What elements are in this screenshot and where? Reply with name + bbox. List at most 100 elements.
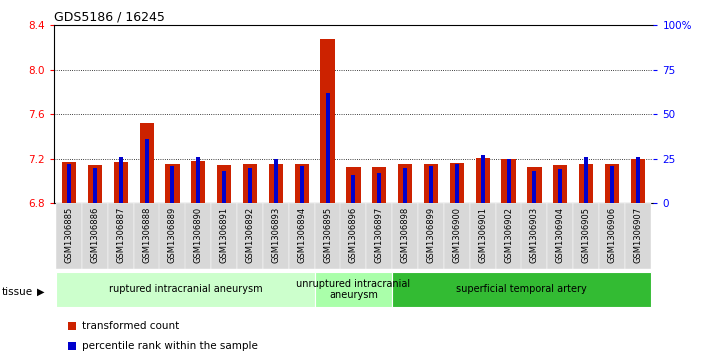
Text: GDS5186 / 16245: GDS5186 / 16245 (54, 11, 164, 24)
Text: GSM1306885: GSM1306885 (64, 207, 74, 263)
Bar (481, 155, 485, 203)
Bar (372, 167, 386, 203)
Bar (243, 164, 257, 203)
Bar (315, 203, 341, 269)
Bar (166, 164, 180, 203)
Bar (119, 157, 123, 203)
Bar (501, 159, 516, 203)
Text: GSM1306890: GSM1306890 (193, 207, 203, 263)
Bar (403, 168, 407, 203)
Bar (56, 203, 82, 269)
Bar (62, 162, 76, 203)
Text: GSM1306907: GSM1306907 (633, 207, 643, 263)
Bar (108, 203, 134, 269)
Text: ▶: ▶ (37, 287, 45, 297)
Bar (222, 171, 226, 203)
Text: GSM1306899: GSM1306899 (426, 207, 436, 263)
Bar (476, 158, 490, 203)
Bar (93, 168, 97, 203)
Bar (263, 203, 289, 269)
Bar (599, 203, 625, 269)
Bar (67, 164, 71, 203)
Text: GSM1306898: GSM1306898 (401, 207, 410, 263)
Bar (625, 203, 651, 269)
Bar (398, 164, 412, 203)
Text: percentile rank within the sample: percentile rank within the sample (82, 341, 258, 351)
Text: GSM1306902: GSM1306902 (504, 207, 513, 262)
Bar (159, 203, 186, 269)
Bar (630, 159, 645, 203)
Text: ruptured intracranial aneurysm: ruptured intracranial aneurysm (109, 285, 262, 294)
Bar (185, 203, 211, 269)
Bar (321, 39, 335, 203)
Bar (635, 157, 640, 203)
Bar (553, 166, 568, 203)
Bar (558, 170, 562, 203)
Text: GSM1306891: GSM1306891 (220, 207, 228, 263)
Bar (315, 272, 392, 307)
Bar (288, 203, 315, 269)
Bar (496, 203, 522, 269)
Bar (455, 164, 459, 203)
Text: GSM1306896: GSM1306896 (349, 207, 358, 263)
Text: GSM1306886: GSM1306886 (91, 207, 99, 263)
Text: transformed count: transformed count (82, 321, 179, 331)
Bar (584, 157, 588, 203)
Bar (533, 171, 536, 203)
Bar (579, 164, 593, 203)
Bar (605, 164, 619, 203)
Bar (82, 203, 108, 269)
Bar (392, 272, 650, 307)
Bar (217, 166, 231, 203)
Bar (88, 166, 102, 203)
Bar (610, 166, 614, 203)
Bar (191, 161, 206, 203)
Bar (366, 203, 392, 269)
Bar (573, 203, 599, 269)
Bar (171, 166, 174, 203)
Bar (211, 203, 237, 269)
Bar (268, 164, 283, 203)
Bar (418, 203, 444, 269)
Bar (145, 139, 149, 203)
Text: GSM1306903: GSM1306903 (530, 207, 539, 263)
Bar (134, 203, 160, 269)
Bar (392, 203, 418, 269)
Bar (56, 272, 315, 307)
Text: tissue: tissue (1, 287, 33, 297)
Bar (114, 162, 128, 203)
Bar (295, 164, 309, 203)
Bar (139, 123, 154, 203)
Bar (450, 163, 464, 203)
Text: GSM1306906: GSM1306906 (608, 207, 616, 263)
Text: GSM1306887: GSM1306887 (116, 207, 125, 263)
Text: GSM1306892: GSM1306892 (246, 207, 254, 263)
Text: GSM1306895: GSM1306895 (323, 207, 332, 263)
Bar (506, 159, 511, 203)
Text: superficial temporal artery: superficial temporal artery (456, 285, 587, 294)
Text: GSM1306904: GSM1306904 (555, 207, 565, 262)
Bar (346, 167, 361, 203)
Bar (444, 203, 470, 269)
Bar (300, 166, 303, 203)
Text: GSM1306889: GSM1306889 (168, 207, 177, 263)
Text: GSM1306901: GSM1306901 (478, 207, 487, 262)
Text: GSM1306888: GSM1306888 (142, 207, 151, 263)
Bar (527, 167, 541, 203)
Bar (237, 203, 263, 269)
Bar (248, 168, 252, 203)
Bar (521, 203, 548, 269)
Text: GSM1306897: GSM1306897 (375, 207, 384, 263)
Bar (196, 157, 201, 203)
Bar (424, 164, 438, 203)
Text: unruptured intracranial
aneurysm: unruptured intracranial aneurysm (296, 279, 411, 300)
Text: GSM1306900: GSM1306900 (453, 207, 461, 262)
Bar (351, 175, 356, 203)
Text: GSM1306905: GSM1306905 (582, 207, 590, 262)
Text: GSM1306893: GSM1306893 (271, 207, 281, 263)
Bar (341, 203, 366, 269)
Bar (274, 159, 278, 203)
Bar (429, 166, 433, 203)
Bar (470, 203, 496, 269)
Bar (547, 203, 573, 269)
